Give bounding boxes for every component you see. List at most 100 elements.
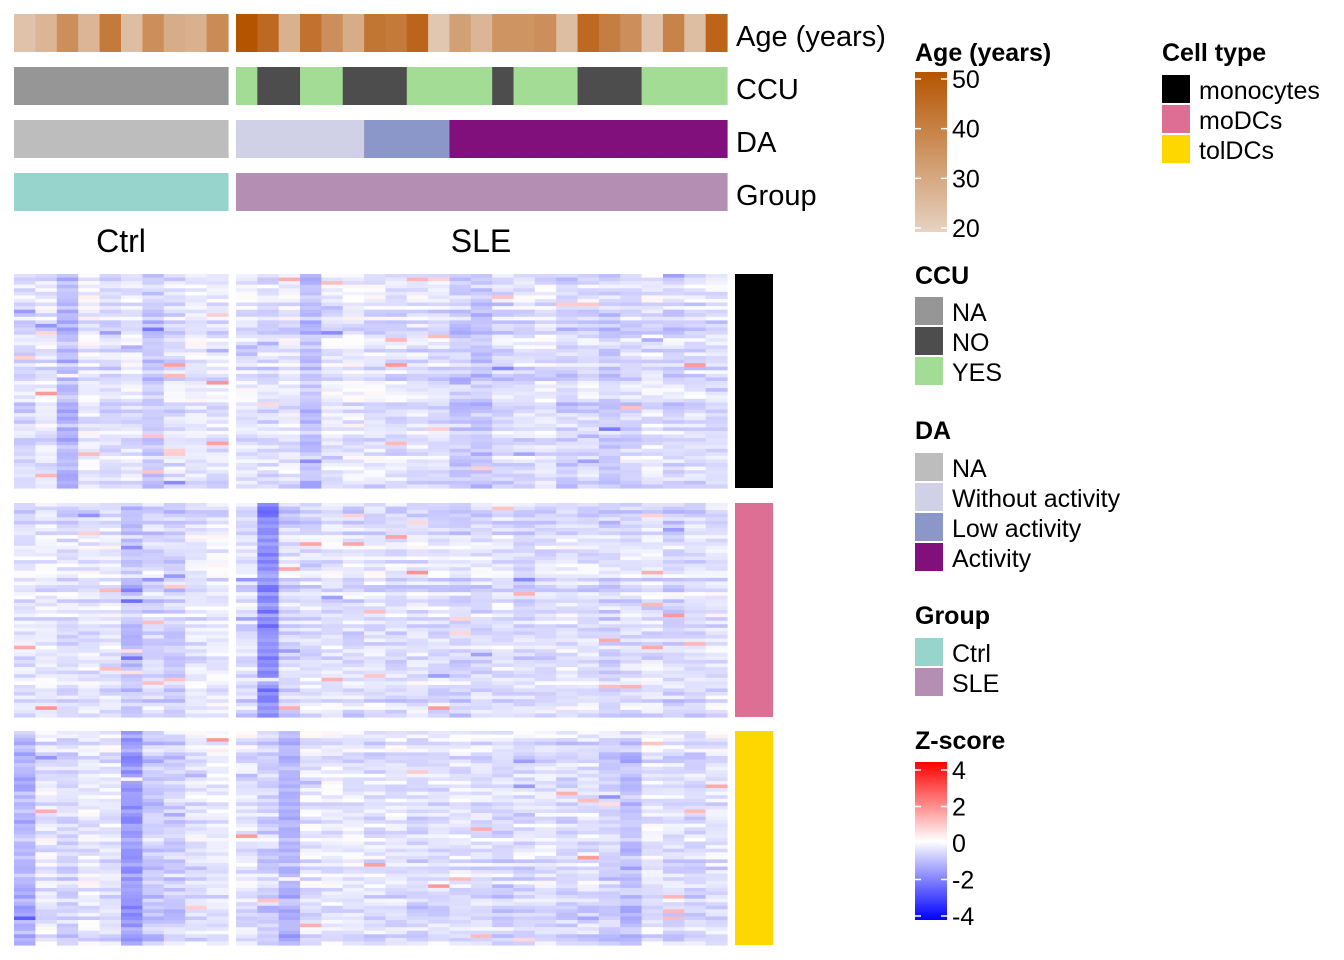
heatmap-cell (14, 709, 36, 715)
heatmap-cell (56, 405, 79, 411)
annotation-cell (641, 173, 664, 211)
heatmap-cell (142, 670, 165, 675)
heatmap-cell (56, 855, 79, 860)
heatmap-cell (662, 288, 685, 293)
heatmap-cell (257, 452, 280, 457)
heatmap-cell (364, 356, 387, 361)
heatmap-cell (385, 341, 408, 346)
heatmap-cell (206, 610, 229, 615)
heatmap-cell (385, 434, 408, 439)
heatmap-cell (598, 642, 621, 647)
heatmap-cell (278, 809, 301, 814)
heatmap-cell (206, 391, 229, 396)
heatmap-cell (428, 430, 451, 436)
heatmap-cell (236, 455, 258, 461)
heatmap-cell (121, 880, 143, 885)
heatmap-cell (35, 313, 58, 318)
heatmap-cell (300, 384, 322, 389)
heatmap-block-tolDCs (14, 731, 728, 946)
heatmap-cell (142, 327, 165, 332)
heatmap-cell (78, 574, 101, 579)
heatmap-cell (236, 506, 258, 511)
heatmap-cell (470, 416, 493, 421)
heatmap-cell (206, 709, 229, 715)
heatmap-cell (620, 695, 643, 700)
heatmap-cell (300, 923, 322, 928)
heatmap-cell (577, 352, 600, 357)
heatmap-cell (278, 291, 301, 296)
heatmap-cell (14, 345, 36, 350)
heatmap-cell (513, 466, 536, 471)
heatmap-cell (142, 373, 165, 379)
heatmap-cell (385, 373, 408, 379)
heatmap-cell (470, 455, 493, 461)
heatmap-cell (662, 331, 685, 336)
heatmap-cell (449, 595, 472, 600)
heatmap-cell (428, 413, 451, 418)
heatmap-cell (278, 862, 301, 868)
heatmap-cell (598, 288, 621, 293)
heatmap-cell (556, 624, 579, 629)
heatmap-cell (78, 542, 101, 547)
heatmap-cell (257, 284, 280, 289)
heatmap-cell (577, 281, 600, 286)
annotation-cell (470, 67, 493, 105)
heatmap-cell (449, 323, 472, 329)
heatmap-cell (300, 334, 322, 339)
heatmap-cell (385, 560, 408, 565)
heatmap-cell (598, 674, 621, 679)
annotation-track-labels: Age (years) CCU DA Group (736, 21, 886, 212)
heatmap-cell (236, 323, 258, 329)
heatmap-cell (577, 427, 600, 432)
heatmap-cell (620, 363, 643, 368)
heatmap-cell (257, 484, 280, 489)
heatmap-cell (684, 549, 707, 554)
heatmap-cell (78, 834, 101, 839)
heatmap-cell (78, 302, 101, 307)
heatmap-cell (534, 567, 557, 572)
heatmap-cell (35, 281, 58, 286)
heatmap-cell (236, 527, 258, 533)
heatmap-cell (99, 348, 122, 354)
heatmap-cell (406, 309, 429, 314)
heatmap-cell (142, 610, 165, 615)
heatmap-cell (641, 316, 664, 321)
heatmap-cell (556, 445, 579, 450)
heatmap-cell (14, 402, 36, 407)
heatmap-cell (99, 281, 122, 286)
heatmap-cell (641, 413, 664, 418)
heatmap-cell (257, 706, 280, 711)
heatmap-cell (406, 684, 429, 690)
heatmap-cell (78, 352, 101, 357)
heatmap-cell (121, 484, 143, 489)
heatmap-cell (35, 395, 58, 400)
heatmap-cell (662, 391, 685, 396)
heatmap-cell (620, 556, 643, 561)
heatmap-cell (620, 567, 643, 572)
heatmap-cell (78, 524, 101, 529)
heatmap-cell (620, 513, 643, 518)
heatmap-cell (556, 441, 579, 446)
heatmap-cell (142, 395, 165, 400)
heatmap-cell (300, 452, 322, 457)
heatmap-cell (598, 652, 621, 657)
heatmap-cell (428, 480, 451, 486)
heatmap-cell (236, 855, 258, 860)
heatmap-cell (620, 645, 643, 650)
heatmap-cell (385, 688, 408, 693)
heatmap-cell (278, 823, 301, 828)
heatmap-cell (236, 416, 258, 421)
heatmap-cell (492, 542, 515, 547)
heatmap-cell (257, 423, 280, 428)
heatmap-cell (99, 731, 122, 736)
heatmap-cell (142, 834, 165, 839)
heatmap-cell (534, 613, 557, 618)
heatmap-cell (556, 699, 579, 704)
heatmap-cell (577, 538, 600, 543)
heatmap-cell (14, 513, 36, 518)
heatmap-cell (492, 510, 515, 515)
heatmap-cell (492, 610, 515, 615)
heatmap-cell (121, 295, 143, 300)
heatmap-cell (163, 517, 186, 522)
annotation-cell (534, 173, 557, 211)
